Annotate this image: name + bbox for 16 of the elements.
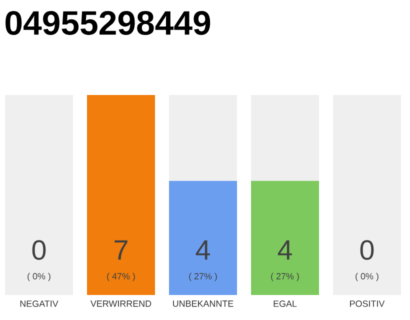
x-tick-label: VERWIRREND bbox=[90, 300, 152, 307]
x-tick-label: UNBEKANNTE bbox=[173, 300, 234, 307]
x-tick-label: NEGATIV bbox=[20, 300, 58, 307]
x-tick-label: EGAL bbox=[274, 300, 297, 307]
annotation: ( 0% ) bbox=[356, 272, 378, 282]
text: 0 bbox=[32, 240, 46, 260]
text: 7 bbox=[114, 240, 128, 260]
text: 0 bbox=[360, 240, 374, 260]
annotation: ( 27% ) bbox=[189, 272, 217, 282]
annotation: ( 47% ) bbox=[107, 272, 135, 282]
x-tick-label: POSITIV bbox=[350, 300, 385, 307]
chart-title: 04955298449 bbox=[6, 11, 210, 35]
annotation: ( 27% ) bbox=[271, 272, 299, 282]
text: 4 bbox=[278, 240, 292, 260]
annotation: ( 0% ) bbox=[28, 272, 50, 282]
text: 4 bbox=[196, 240, 210, 260]
